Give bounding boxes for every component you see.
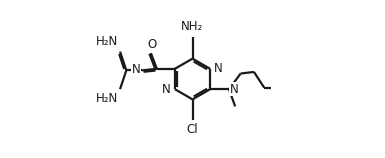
Text: H₂N: H₂N: [96, 92, 119, 105]
Text: Cl: Cl: [187, 123, 198, 136]
Text: N: N: [214, 61, 223, 75]
Text: N: N: [162, 83, 171, 97]
Text: NH₂: NH₂: [181, 20, 204, 33]
Text: H₂N: H₂N: [96, 35, 119, 48]
Text: N: N: [230, 83, 238, 96]
Text: O: O: [147, 38, 156, 51]
Text: N: N: [132, 63, 141, 76]
